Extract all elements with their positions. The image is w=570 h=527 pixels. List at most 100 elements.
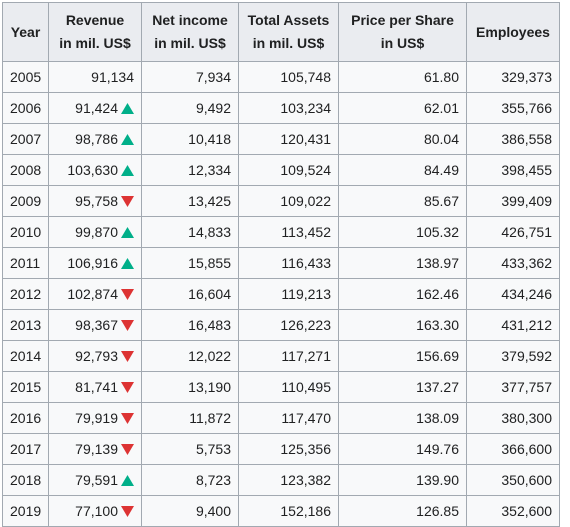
cell-net-income: 12,334 [141,154,239,186]
triangle-up-icon [121,164,134,176]
header-total-assets: Total Assets in mil. US$ [238,2,339,62]
revenue-value: 77,100 [75,503,118,519]
cell-year: 2008 [2,154,49,186]
cell-net-income: 16,604 [141,278,239,310]
cell-total-assets: 103,234 [238,92,339,124]
cell-net-income: 11,872 [141,402,239,434]
cell-employees: 380,300 [466,402,560,434]
cell-total-assets: 119,213 [238,278,339,310]
cell-revenue: 92,793 [48,340,142,372]
cell-net-income: 16,483 [141,309,239,341]
triangle-up-icon [121,226,134,238]
revenue-value: 103,630 [67,162,118,178]
revenue-value: 95,758 [75,193,118,209]
cell-net-income: 12,022 [141,340,239,372]
cell-employees: 377,757 [466,371,560,403]
cell-total-assets: 113,452 [238,216,339,248]
cell-revenue: 99,870 [48,216,142,248]
cell-year: 2018 [2,464,49,496]
cell-price-per-share: 62.01 [338,92,467,124]
cell-price-per-share: 139.90 [338,464,467,496]
table-row: 2016 79,919 11,872 117,470 138.09 380,300 [2,402,560,434]
cell-price-per-share: 156.69 [338,340,467,372]
revenue-value: 99,870 [75,224,118,240]
cell-total-assets: 109,022 [238,185,339,217]
revenue-value: 106,916 [67,255,118,271]
cell-year: 2016 [2,402,49,434]
header-employees: Employees [466,2,560,62]
table-row: 2012 102,874 16,604 119,213 162.46 434,246 [2,278,560,310]
cell-year: 2010 [2,216,49,248]
cell-employees: 431,212 [466,309,560,341]
cell-total-assets: 120,431 [238,123,339,155]
table-row: 2011 106,916 15,855 116,433 138.97 433,362 [2,247,560,279]
cell-total-assets: 105,748 [238,61,339,93]
cell-price-per-share: 84.49 [338,154,467,186]
revenue-value: 79,919 [75,410,118,426]
revenue-value: 91,424 [75,100,118,116]
cell-total-assets: 117,470 [238,402,339,434]
cell-total-assets: 109,524 [238,154,339,186]
cell-year: 2005 [2,61,49,93]
revenue-value: 98,786 [75,131,118,147]
cell-employees: 433,362 [466,247,560,279]
header-price-per-share: Price per Share in US$ [338,2,467,62]
table-row: 2018 79,591 8,723 123,382 139.90 350,600 [2,464,560,496]
cell-revenue: 77,100 [48,495,142,527]
cell-employees: 426,751 [466,216,560,248]
financial-table: Year Revenue in mil. US$ Net income in mil… [2,2,560,527]
cell-net-income: 9,492 [141,92,239,124]
triangle-down-icon [121,319,134,331]
cell-price-per-share: 80.04 [338,123,467,155]
triangle-down-icon [121,195,134,207]
revenue-value: 81,741 [75,379,118,395]
cell-year: 2015 [2,371,49,403]
cell-price-per-share: 61.80 [338,61,467,93]
cell-net-income: 5,753 [141,433,239,465]
table-row: 2005 91,134 7,934 105,748 61.80 329,373 [2,61,560,93]
table-row: 2009 95,758 13,425 109,022 85.67 399,409 [2,185,560,217]
table-row: 2007 98,786 10,418 120,431 80.04 386,558 [2,123,560,155]
triangle-up-icon [121,133,134,145]
cell-total-assets: 126,223 [238,309,339,341]
cell-price-per-share: 85.67 [338,185,467,217]
cell-price-per-share: 138.97 [338,247,467,279]
cell-total-assets: 125,356 [238,433,339,465]
cell-total-assets: 117,271 [238,340,339,372]
cell-year: 2011 [2,247,49,279]
cell-revenue: 95,758 [48,185,142,217]
header-year: Year [2,2,49,62]
cell-revenue: 91,424 [48,92,142,124]
cell-revenue: 103,630 [48,154,142,186]
table-row: 2014 92,793 12,022 117,271 156.69 379,592 [2,340,560,372]
cell-employees: 329,373 [466,61,560,93]
cell-employees: 399,409 [466,185,560,217]
cell-price-per-share: 105.32 [338,216,467,248]
cell-total-assets: 116,433 [238,247,339,279]
triangle-up-icon [121,474,134,486]
cell-price-per-share: 137.27 [338,371,467,403]
cell-revenue: 81,741 [48,371,142,403]
cell-revenue: 98,367 [48,309,142,341]
cell-net-income: 14,833 [141,216,239,248]
table-row: 2013 98,367 16,483 126,223 163.30 431,212 [2,309,560,341]
revenue-value: 91,134 [91,69,134,85]
revenue-value: 92,793 [75,348,118,364]
header-revenue: Revenue in mil. US$ [48,2,142,62]
header-net-income: Net income in mil. US$ [141,2,239,62]
triangle-up-icon [121,102,134,114]
cell-employees: 366,600 [466,433,560,465]
triangle-down-icon [121,350,134,362]
cell-price-per-share: 149.76 [338,433,467,465]
triangle-up-icon [121,257,134,269]
cell-revenue: 79,919 [48,402,142,434]
table-row: 2017 79,139 5,753 125,356 149.76 366,600 [2,433,560,465]
revenue-value: 79,139 [75,441,118,457]
table-body: 2005 91,134 7,934 105,748 61.80 329,373 2006 91… [2,61,560,527]
triangle-down-icon [121,505,134,517]
cell-net-income: 10,418 [141,123,239,155]
cell-price-per-share: 162.46 [338,278,467,310]
table-header: Year Revenue in mil. US$ Net income in mil… [2,2,560,62]
cell-employees: 398,455 [466,154,560,186]
triangle-down-icon [121,443,134,455]
